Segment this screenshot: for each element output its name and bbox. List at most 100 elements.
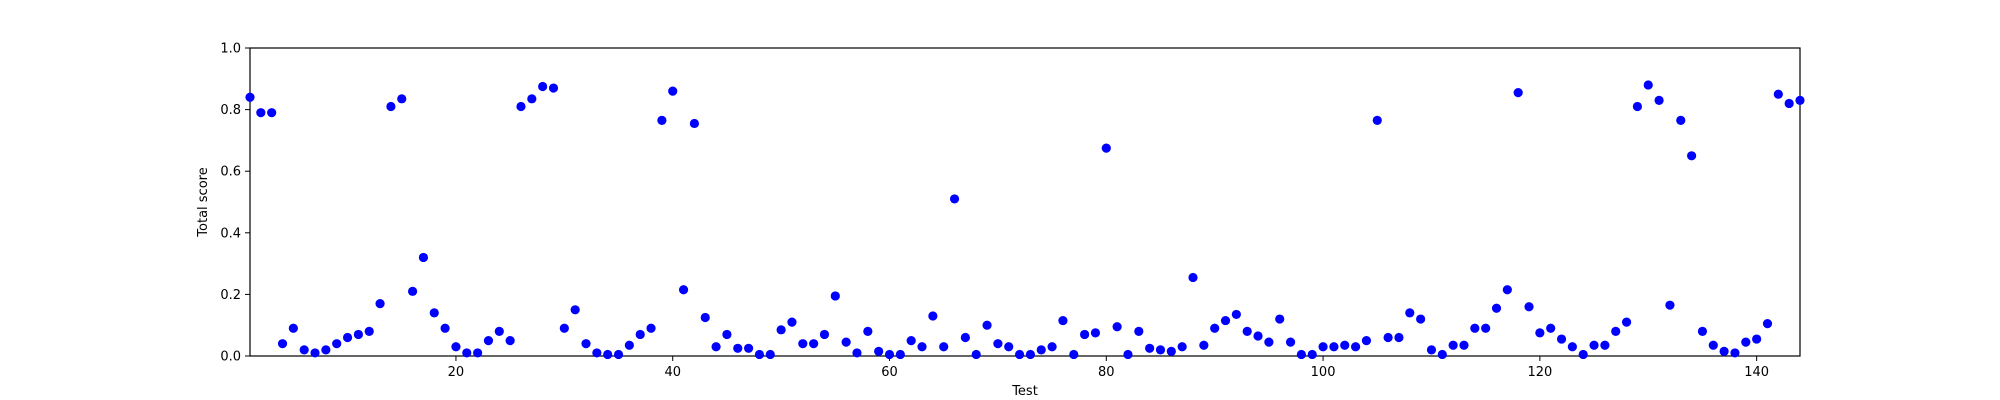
x-tick-label: 100 <box>1311 365 1336 380</box>
data-point <box>1697 326 1708 336</box>
data-point <box>1621 317 1632 327</box>
data-point <box>1676 115 1686 125</box>
data-point <box>1459 340 1469 350</box>
data-point <box>1307 349 1317 360</box>
x-axis: 20 40 60 80 100 120 140 <box>448 356 1769 380</box>
data-point <box>1578 349 1588 360</box>
data-point <box>646 323 656 333</box>
data-point <box>1047 342 1057 352</box>
data-point <box>1080 329 1090 340</box>
data-point <box>548 83 559 93</box>
data-point <box>1632 101 1643 112</box>
data-point <box>841 337 851 347</box>
data-point <box>624 340 634 350</box>
data-point <box>1145 343 1155 353</box>
data-point <box>1795 95 1805 105</box>
y-tick-label: 0.8 <box>220 103 241 118</box>
data-point <box>1340 340 1350 350</box>
data-point <box>538 81 548 92</box>
data-point <box>1524 302 1534 312</box>
data-point <box>1004 342 1014 352</box>
data-point <box>1112 322 1122 332</box>
x-axis-label: Test <box>1011 384 1038 399</box>
data-point <box>1329 342 1339 352</box>
data-point <box>1285 337 1296 347</box>
data-point <box>1177 342 1187 352</box>
data-point <box>1188 272 1198 283</box>
data-point <box>1556 334 1567 344</box>
y-tick-label: 0.2 <box>220 288 241 303</box>
data-point <box>581 339 591 349</box>
data-point <box>657 115 667 125</box>
data-point <box>494 326 504 336</box>
data-point <box>1069 349 1079 360</box>
data-point <box>332 339 342 349</box>
data-point <box>678 285 689 295</box>
data-point <box>1502 285 1512 295</box>
data-point <box>1665 300 1675 310</box>
data-point <box>613 349 624 360</box>
data-point <box>765 349 775 360</box>
data-point <box>1741 337 1751 347</box>
data-point <box>1481 323 1491 333</box>
data-point <box>809 339 819 349</box>
data-point <box>397 94 407 104</box>
data-point <box>1264 337 1274 347</box>
data-point <box>364 326 374 336</box>
data-point <box>483 336 494 346</box>
data-point <box>722 329 732 340</box>
data-point <box>1090 328 1101 338</box>
data-point <box>1253 331 1263 341</box>
data-point <box>1448 340 1458 350</box>
data-point <box>1372 115 1382 125</box>
data-point <box>1014 349 1025 360</box>
data-point <box>1199 340 1209 350</box>
data-point <box>1166 346 1176 356</box>
y-tick-label: 0.6 <box>220 165 241 180</box>
x-tick-label: 80 <box>1098 365 1115 380</box>
data-point <box>1383 332 1393 343</box>
data-point <box>1762 319 1773 329</box>
data-point <box>635 329 645 340</box>
data-point <box>733 343 743 353</box>
data-point <box>1470 323 1480 333</box>
y-tick-label: 0.0 <box>220 350 241 365</box>
x-tick-label: 60 <box>881 365 898 380</box>
data-point <box>700 312 710 323</box>
data-point <box>949 194 960 204</box>
data-point <box>960 332 970 343</box>
data-point <box>527 94 537 104</box>
data-point <box>884 349 895 360</box>
data-point <box>1535 328 1545 338</box>
data-point <box>1773 89 1783 99</box>
data-point <box>1513 88 1523 98</box>
data-point <box>375 299 385 309</box>
data-point <box>288 323 298 333</box>
data-point <box>1123 349 1133 360</box>
data-point <box>1546 323 1556 333</box>
data-point <box>1350 342 1361 352</box>
x-tick-label: 140 <box>1744 365 1769 380</box>
data-point <box>1437 349 1447 360</box>
data-point <box>1730 348 1740 358</box>
data-point <box>1134 326 1144 336</box>
data-point <box>787 317 797 327</box>
data-point <box>1210 323 1220 333</box>
data-point <box>939 342 949 352</box>
data-point <box>462 348 472 358</box>
data-point <box>451 342 461 352</box>
data-point <box>1719 346 1729 356</box>
data-point <box>1036 345 1046 355</box>
data-point <box>744 343 754 353</box>
data-point <box>982 320 992 330</box>
data-point <box>245 92 255 102</box>
data-point <box>1708 340 1718 350</box>
data-point <box>711 342 721 352</box>
data-point <box>863 326 873 336</box>
data-point <box>1416 314 1426 324</box>
data-point <box>1784 98 1794 109</box>
data-point <box>917 342 927 352</box>
data-point <box>1231 309 1241 320</box>
data-point <box>592 348 602 358</box>
